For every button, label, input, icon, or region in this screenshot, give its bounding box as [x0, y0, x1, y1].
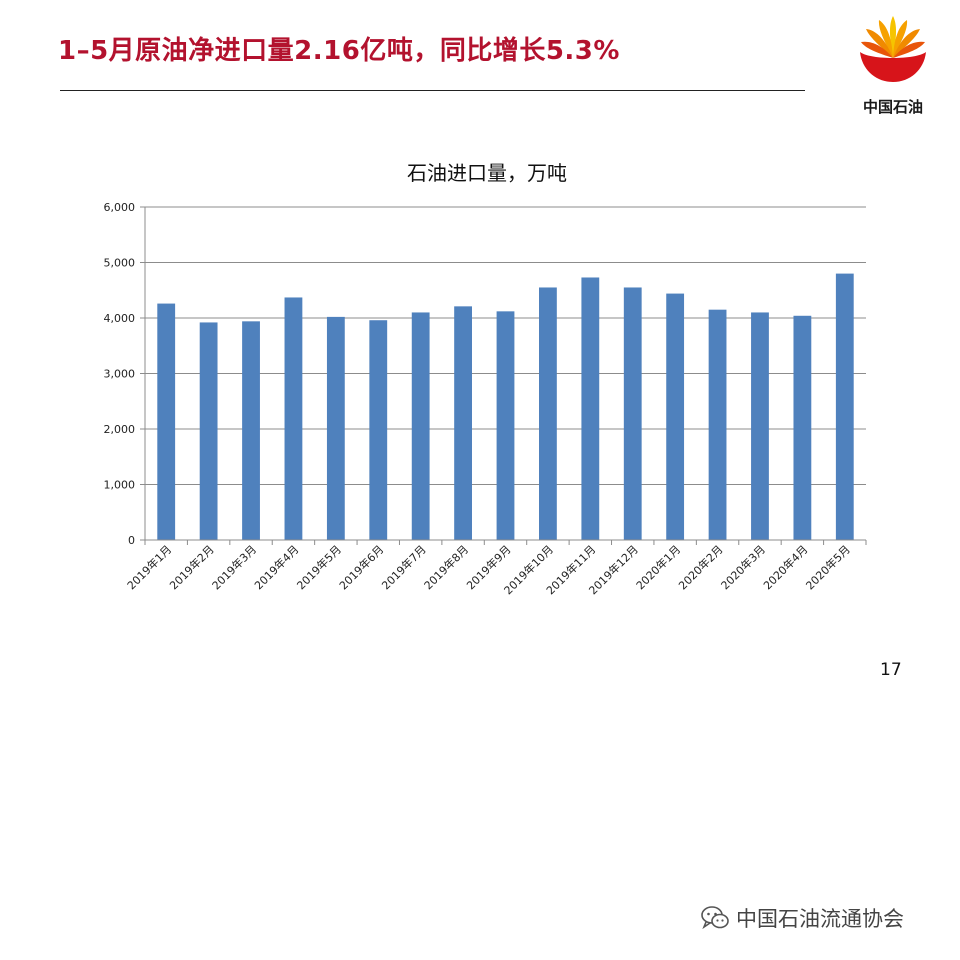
y-tick-label: 6,000 — [104, 201, 136, 214]
x-tick-label: 2020年4月 — [760, 542, 810, 592]
bar — [242, 321, 260, 540]
x-tick-label: 2019年5月 — [294, 542, 344, 592]
x-axis-tick-labels: 2019年1月2019年2月2019年3月2019年4月2019年5月2019年… — [124, 542, 853, 597]
company-logo: 中国石油 — [852, 12, 934, 116]
y-tick-label: 3,000 — [104, 368, 136, 381]
bar — [708, 309, 727, 540]
bar — [835, 273, 854, 540]
bar — [199, 322, 218, 540]
x-tick-label: 2020年2月 — [675, 542, 725, 592]
y-axis-tick-labels: 0 1,000 2,000 3,000 4,000 5,000 6,000 — [104, 201, 136, 547]
oil-import-bar-chart: 石油进口量，万吨 0 1,000 2,000 3,000 4,000 5,000 6,000… — [104, 161, 867, 597]
bar — [369, 320, 388, 540]
chart-axes — [140, 206, 867, 545]
bar — [666, 293, 685, 540]
x-tick-label: 2020年1月 — [633, 542, 683, 592]
bar — [623, 287, 642, 540]
bar — [326, 316, 345, 540]
y-tick-label: 5,000 — [104, 257, 136, 270]
page-number: 17 — [880, 660, 902, 680]
y-tick-label: 4,000 — [104, 312, 136, 325]
wechat-icon — [701, 906, 729, 930]
logo-base — [860, 52, 926, 82]
watermark-text: 中国石油流通协会 — [736, 907, 904, 931]
x-tick-label: 2019年8月 — [421, 542, 471, 592]
x-tick-label: 2020年3月 — [718, 542, 768, 592]
x-tick-label: 2020年5月 — [803, 542, 853, 592]
y-tick-label: 1,000 — [104, 479, 136, 492]
x-tick-label: 2019年2月 — [167, 542, 217, 592]
bar — [751, 312, 769, 540]
x-tick-label: 2019年3月 — [209, 542, 259, 592]
bar — [454, 306, 472, 540]
x-tick-label: 2019年1月 — [124, 542, 174, 592]
watermark: 中国石油流通协会 — [700, 902, 904, 934]
bar — [157, 303, 176, 540]
bar — [284, 297, 303, 540]
chart-bars — [157, 273, 854, 540]
x-tick-label: 2019年4月 — [251, 542, 301, 592]
y-tick-label: 0 — [128, 534, 135, 547]
bar — [411, 312, 430, 540]
bar — [581, 277, 600, 540]
chart-title: 石油进口量，万吨 — [407, 161, 567, 185]
logo-text: 中国石油 — [862, 98, 923, 116]
logo-petals — [861, 16, 925, 58]
y-tick-label: 2,000 — [104, 423, 136, 436]
x-tick-label: 2019年7月 — [379, 542, 429, 592]
bar — [539, 287, 557, 540]
cnpc-petal-logo-icon — [860, 16, 926, 82]
title-divider — [60, 90, 805, 91]
slide-title: 1–5月原油净进口量2.16亿吨，同比增长5.3% — [58, 36, 620, 66]
bar — [496, 311, 515, 540]
x-tick-label: 2019年6月 — [336, 542, 386, 592]
bar — [793, 315, 812, 540]
